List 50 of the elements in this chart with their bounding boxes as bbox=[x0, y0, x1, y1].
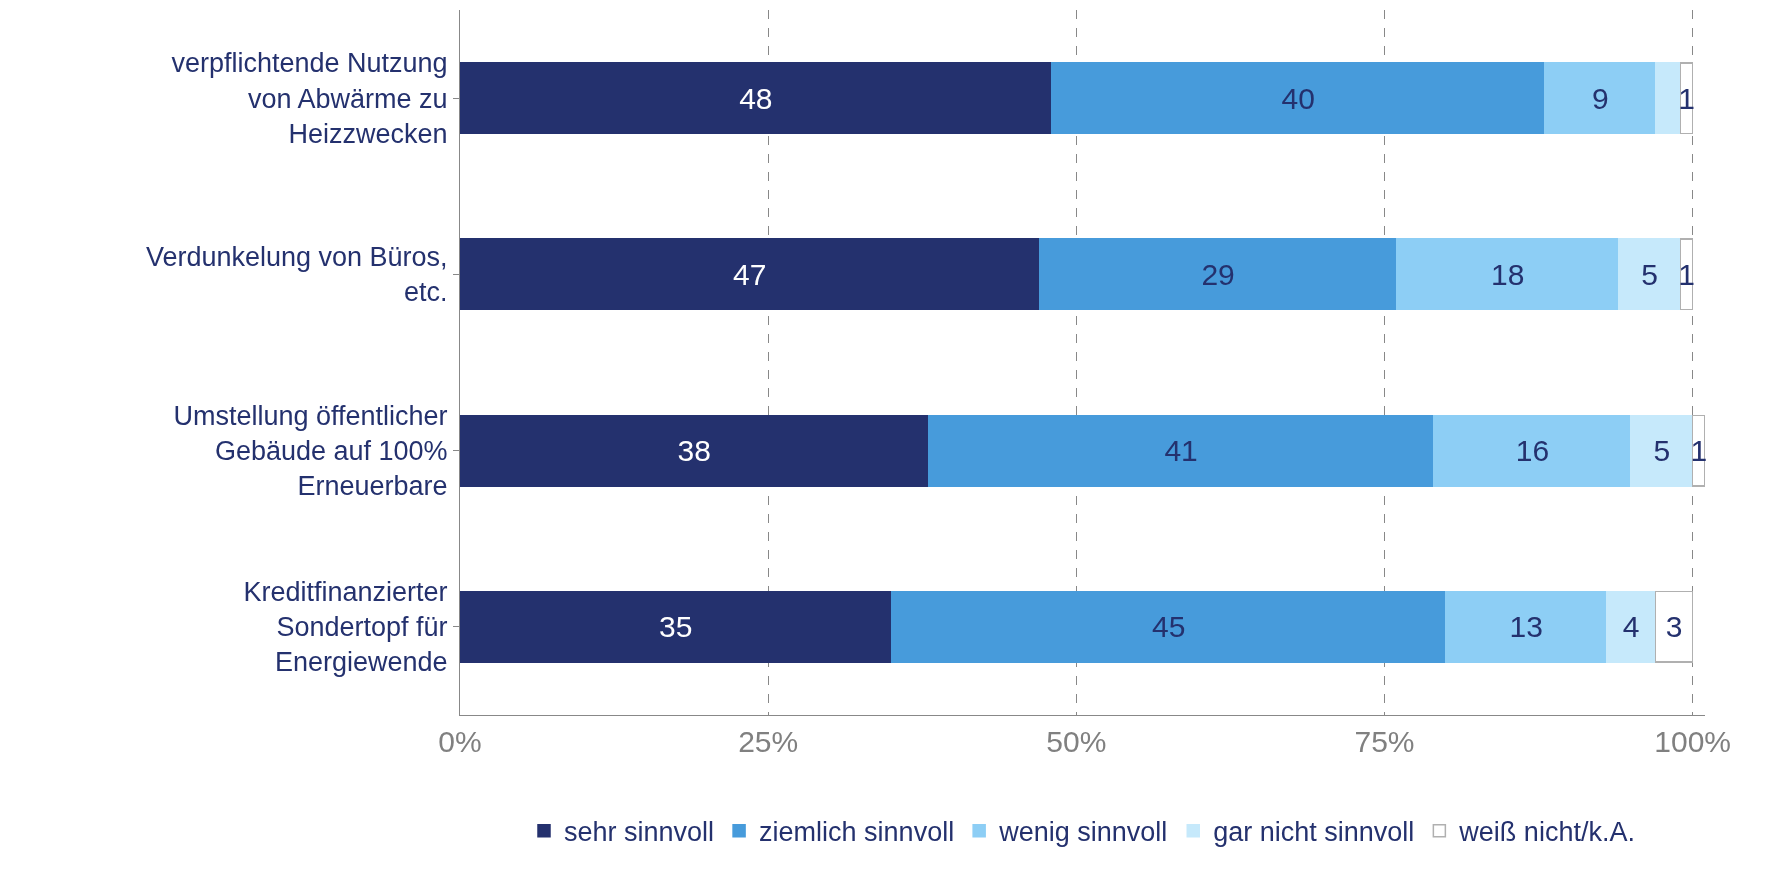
x-tick-label: 50% bbox=[1046, 725, 1107, 758]
data-label: 35 bbox=[659, 610, 693, 644]
data-label: 45 bbox=[1152, 610, 1186, 644]
y-tick-label: Verdunkelung von Büros, etc. bbox=[145, 242, 448, 308]
data-label: 16 bbox=[1515, 434, 1550, 468]
bar bbox=[1605, 590, 1657, 663]
y-tick-label: Kreditfinanzierter Sondertopf für Energiewende bbox=[243, 577, 448, 678]
bar bbox=[1396, 238, 1620, 311]
data-label: 29 bbox=[1201, 257, 1235, 291]
bar bbox=[1433, 414, 1632, 487]
bar bbox=[1630, 414, 1694, 487]
data-label: 13 bbox=[1509, 610, 1543, 644]
bar bbox=[1654, 62, 1682, 135]
data-label: 18 bbox=[1491, 257, 1525, 291]
data-label: 3 bbox=[1665, 610, 1683, 644]
data-label: 4 bbox=[1622, 610, 1640, 644]
data-label: 1 bbox=[1678, 81, 1695, 115]
legend-label: sehr sinnvoll bbox=[564, 817, 715, 848]
bar bbox=[1445, 590, 1608, 663]
x-tick-label: 0% bbox=[438, 725, 482, 758]
bar bbox=[1544, 62, 1657, 135]
bar bbox=[1617, 238, 1682, 311]
x-tick-label: 100% bbox=[1654, 725, 1732, 758]
legend-label: gar nicht sinnvoll bbox=[1213, 817, 1415, 848]
bar bbox=[927, 414, 1435, 487]
data-label: 48 bbox=[739, 81, 773, 115]
y-tick-label: verpflichtende Nutzung von Abwärme zu Heizzwecken bbox=[171, 48, 448, 149]
data-label: 1 bbox=[1678, 257, 1695, 291]
bar bbox=[1038, 238, 1398, 311]
data-label: 47 bbox=[732, 257, 767, 291]
bar bbox=[460, 62, 1053, 135]
data-label: 5 bbox=[1653, 434, 1671, 468]
bar bbox=[1654, 590, 1694, 663]
legend-label: wenig sinnvoll bbox=[998, 817, 1168, 848]
data-label: 1 bbox=[1690, 434, 1708, 468]
bar bbox=[890, 590, 1447, 663]
x-tick-label: 25% bbox=[738, 725, 799, 758]
x-tick-label: 75% bbox=[1354, 725, 1415, 758]
bar bbox=[1050, 62, 1546, 135]
bar bbox=[460, 238, 1041, 311]
bar bbox=[460, 590, 893, 663]
data-label: 41 bbox=[1164, 434, 1198, 468]
legend-label: ziemlich sinnvoll bbox=[759, 817, 955, 848]
y-tick-label: Umstellung öffentlicher Gebäude auf 100% Erneuerbare bbox=[173, 400, 448, 502]
data-label: 38 bbox=[677, 434, 711, 468]
bar bbox=[460, 414, 930, 487]
legend-label: weiß nicht/k.A. bbox=[1458, 817, 1635, 848]
data-label: 9 bbox=[1591, 81, 1609, 115]
data-label: 5 bbox=[1641, 257, 1658, 291]
data-label: 40 bbox=[1281, 81, 1315, 115]
